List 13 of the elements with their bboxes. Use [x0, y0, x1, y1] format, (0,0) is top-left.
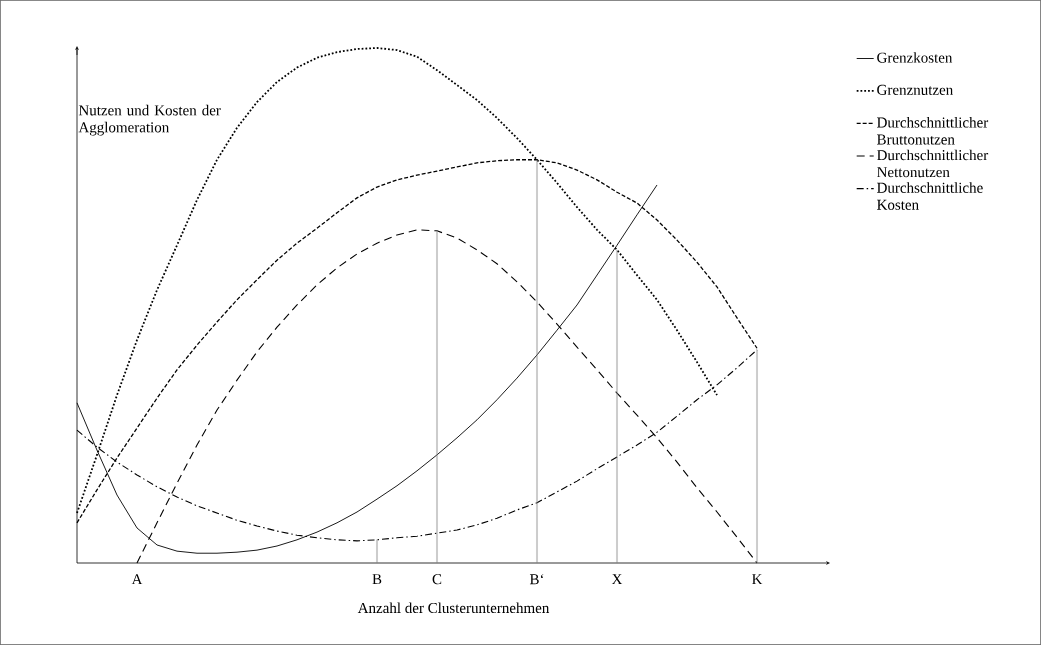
legend-label: Durchschnittlicher Bruttonutzen [877, 116, 989, 145]
x-tick-label: C [432, 574, 442, 585]
legend-label: Grenznutzen [877, 84, 953, 95]
x-tick-label: B‘ [529, 574, 544, 585]
x-tick-label: A [131, 574, 143, 585]
legend-label: Grenzkosten [877, 52, 953, 63]
x-tick-label: X [611, 574, 623, 585]
x-axis-title: Anzahl der Clusterunternehmen [357, 602, 550, 614]
legend-label: Durchschnittlicher Nettonutzen [877, 149, 989, 178]
x-tick-label: B [372, 574, 382, 585]
x-tick-label: K [752, 574, 763, 585]
legend-label: Durchschnittliche Kosten [877, 182, 983, 210]
y-axis-title: Nutzen und Kosten der Agglomeration [78, 104, 221, 136]
